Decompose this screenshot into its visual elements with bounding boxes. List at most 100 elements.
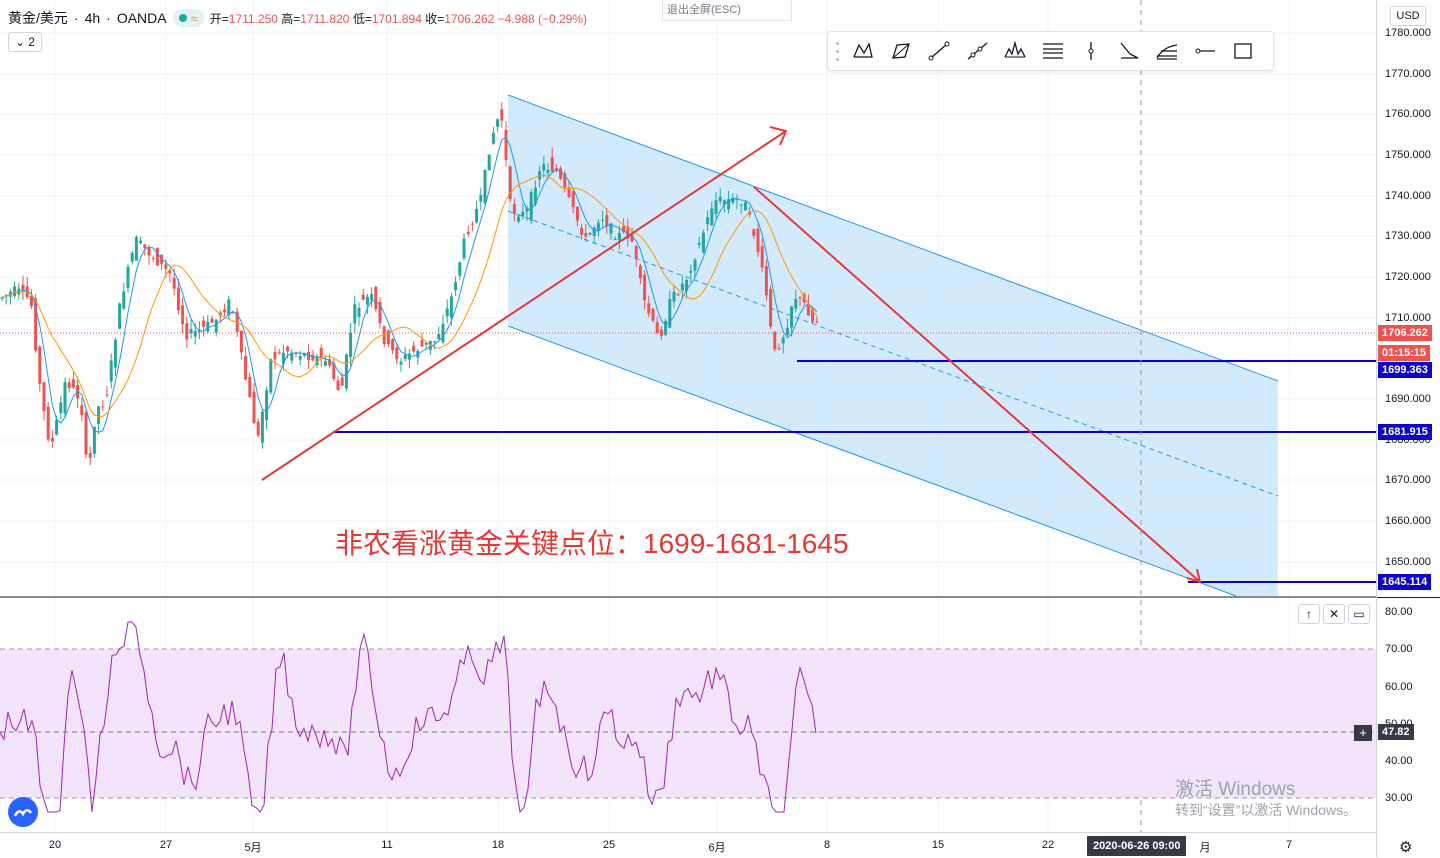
currency-button[interactable]: USD [1390, 6, 1426, 26]
candle-body [357, 307, 361, 317]
candle-body [701, 232, 705, 253]
cypher-pattern-icon[interactable] [882, 34, 920, 68]
candle-body [29, 295, 33, 307]
candle-body [567, 187, 571, 197]
candle-body [143, 244, 147, 249]
candle-body [781, 337, 785, 344]
candle-body [470, 223, 474, 225]
candle-body [176, 287, 180, 311]
candle-body [193, 330, 197, 337]
price-label: 1750.000 [1385, 149, 1431, 161]
ma-fast-line [1, 136, 818, 433]
candle-body [449, 296, 453, 318]
triangle-pattern-icon[interactable] [1110, 34, 1148, 68]
separator-dot: · [73, 10, 79, 26]
candle-body [727, 199, 731, 210]
candle-body [458, 262, 462, 276]
candle-body [672, 291, 676, 302]
vertical-line-icon[interactable] [1072, 34, 1110, 68]
collapse-indicators-button[interactable]: ⌄ 2 [8, 32, 42, 52]
status-dot-icon [178, 14, 187, 22]
key-levels-annotation[interactable]: 非农看涨黄金关键点位：1699-1681-1645 [335, 528, 849, 559]
market-status-badge[interactable]: ≈ [172, 9, 204, 27]
gear-icon[interactable]: ⚙ [1399, 839, 1413, 856]
candle-body [206, 321, 210, 332]
regression-channel[interactable] [508, 95, 1278, 596]
drag-handle-icon[interactable] [830, 39, 844, 63]
price-axis[interactable]: 1780.000 1770.000 1760.000 1750.000 1740… [1376, 0, 1440, 857]
candle-body [483, 169, 487, 204]
candle-body [412, 345, 416, 352]
price-label: 1720.000 [1385, 271, 1431, 283]
price-label: 1690.000 [1385, 393, 1431, 405]
head-shoulders-icon[interactable] [996, 34, 1034, 68]
candle-body [714, 200, 718, 214]
candle-body [685, 279, 689, 292]
exit-fullscreen-button[interactable]: 退出全屏(ESC) [662, 0, 792, 21]
ray-icon[interactable] [958, 34, 996, 68]
candle-body [710, 208, 714, 226]
candle-body [34, 298, 38, 351]
candle-body [454, 282, 458, 291]
ma-slow-line [1, 174, 818, 418]
candle-body [739, 204, 743, 206]
close-label: 收= [425, 11, 445, 26]
rsi-label: 80.00 [1385, 606, 1413, 618]
trend-arrow-down[interactable] [753, 186, 1202, 584]
move-up-icon[interactable]: ↑ [1298, 604, 1320, 624]
candle-body [638, 265, 642, 279]
candle-body [815, 321, 819, 323]
tradingview-logo-icon[interactable] [8, 797, 38, 827]
channel-lower-line[interactable] [507, 325, 1237, 597]
candle-body [109, 360, 113, 382]
chevron-down-icon: ⌄ [15, 35, 26, 49]
symbol-name[interactable]: 黄金/美元 [8, 10, 68, 26]
candle-body [164, 264, 168, 269]
candle-body [521, 211, 525, 217]
candle-body [550, 157, 554, 172]
candle-body [214, 319, 218, 333]
candle-body [113, 339, 117, 368]
candle-body [361, 294, 365, 300]
candle-body [286, 346, 290, 352]
time-label: 8 [823, 839, 831, 851]
crosshair-time-tag: 2020-06-26 09:00 [1087, 836, 1187, 856]
candle-body [664, 321, 668, 335]
candle-body [399, 361, 403, 365]
candle-body [466, 231, 470, 235]
level-tag: 1681.915 [1378, 424, 1432, 440]
drawing-toolbar [827, 31, 1274, 71]
high-label: 高= [281, 11, 301, 26]
trend-arrow-up[interactable] [261, 126, 788, 481]
candle-body [63, 381, 67, 414]
candle-body [189, 329, 193, 334]
rsi-label: 40.00 [1385, 755, 1413, 767]
rectangle-icon[interactable] [1224, 34, 1262, 68]
rsi-label: 30.00 [1385, 792, 1413, 804]
trend-line-icon[interactable] [920, 34, 958, 68]
fib-fan-icon[interactable] [1148, 34, 1186, 68]
price-label: 1760.000 [1385, 108, 1431, 120]
candle-body [731, 197, 735, 203]
close-icon[interactable]: ✕ [1323, 604, 1345, 624]
candle-body [647, 303, 651, 314]
close-value: 1706.262 [444, 11, 495, 26]
candle-body [71, 379, 75, 388]
rsi-label: 70.00 [1385, 643, 1413, 655]
candle-body [735, 199, 739, 201]
time-label: 5月 [244, 842, 262, 854]
time-axis[interactable]: 20 27 5月 11 18 25 6月 8 15 22 月 7 2020-06… [0, 832, 1376, 858]
candle-body [706, 217, 710, 225]
maximize-icon[interactable]: ▭ [1348, 604, 1370, 624]
candle-body [609, 223, 613, 234]
open-label: 开= [209, 11, 229, 26]
interval[interactable]: 4h [84, 10, 101, 26]
price-label: 1740.000 [1385, 190, 1431, 202]
candle-body [223, 309, 227, 313]
xabcd-pattern-icon[interactable] [844, 34, 882, 68]
price-label: 1780.000 [1385, 27, 1431, 39]
price-chart[interactable] [0, 0, 1376, 832]
add-plus-icon[interactable]: + [1354, 725, 1372, 741]
fib-retracement-icon[interactable] [1034, 34, 1072, 68]
horizontal-ray-icon[interactable] [1186, 34, 1224, 68]
